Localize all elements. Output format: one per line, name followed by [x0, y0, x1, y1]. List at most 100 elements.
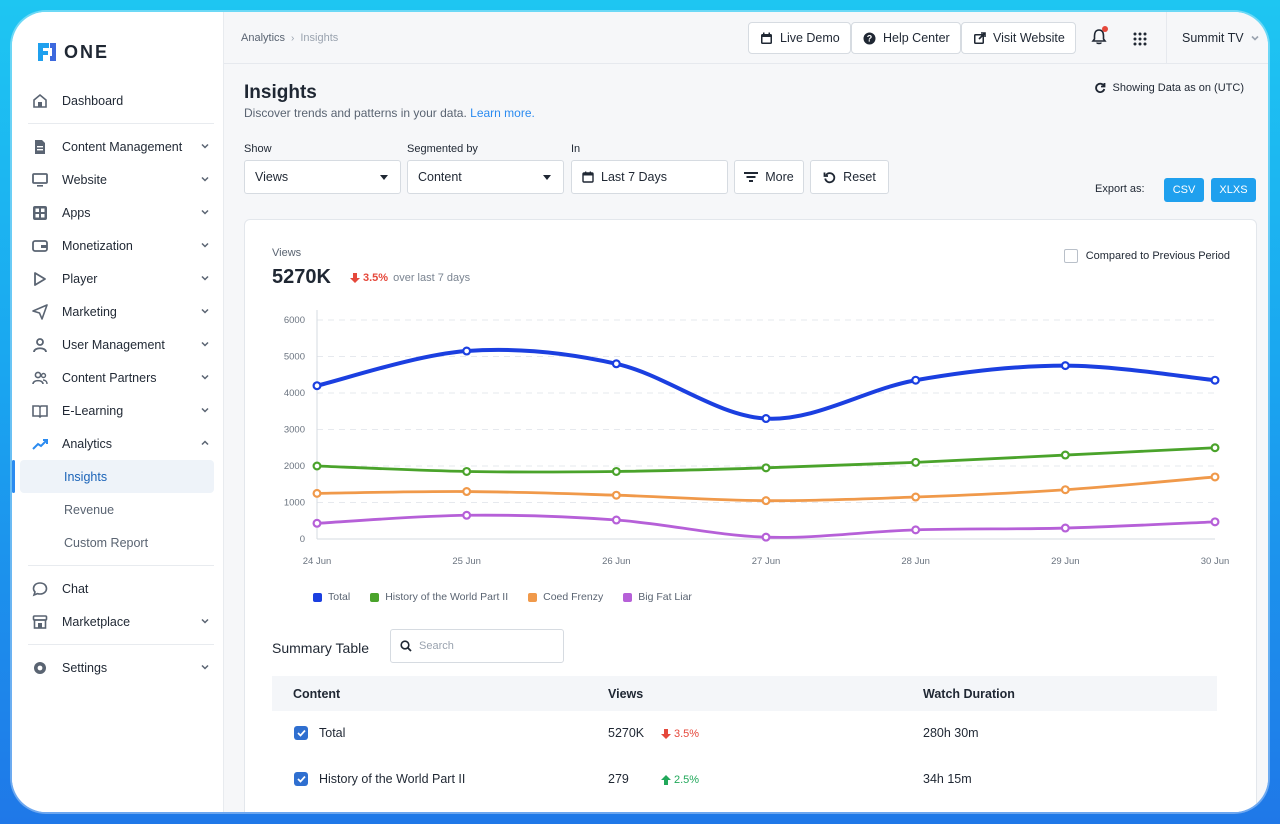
data-point-big-fat-liar [1060, 523, 1070, 533]
sidebar-item-content-partners[interactable]: Content Partners [12, 361, 224, 394]
sidebar-item-marketplace[interactable]: Marketplace [12, 605, 224, 638]
visit-website-button[interactable]: Visit Website [961, 22, 1076, 54]
chevron-down-icon [201, 374, 209, 380]
sidebar-item-label: Player [62, 271, 98, 286]
caret-down-icon [543, 175, 551, 180]
users-icon [32, 370, 48, 386]
row-change-value: 3.5% [674, 728, 700, 740]
apps-launcher-icon[interactable] [1133, 32, 1147, 46]
summary-search-input[interactable] [419, 640, 559, 652]
sidebar-item-website[interactable]: Website [12, 163, 224, 196]
sidebar-subitem-insights[interactable]: Insights [12, 460, 214, 493]
sidebar-item-analytics[interactable]: Analytics [12, 427, 224, 460]
legend-item[interactable]: History of the World Part II [370, 591, 508, 603]
table-row[interactable]: Total 5270K 3.5% 280h 30m [272, 711, 1217, 757]
sidebar-subitem-label: Revenue [64, 502, 115, 517]
store-icon [32, 614, 48, 630]
table-row[interactable]: History of the World Part II 279 2.5% 34h 1… [272, 757, 1217, 803]
x-tick-label: 27 Jun [752, 556, 781, 567]
legend-swatch [623, 592, 633, 602]
sidebar-divider [28, 565, 214, 566]
reset-button[interactable]: Reset [810, 160, 889, 194]
sidebar-item-apps[interactable]: Apps [12, 196, 224, 229]
compare-checkbox[interactable] [1063, 249, 1078, 263]
data-point-big-fat-liar [1210, 517, 1220, 527]
external-link-icon [972, 31, 986, 45]
sidebar-item-e-learning[interactable]: E-Learning [12, 394, 224, 427]
arrow-down-icon [661, 729, 671, 739]
x-tick-label: 25 Jun [452, 556, 481, 567]
sidebar-item-marketing[interactable]: Marketing [12, 295, 224, 328]
data-point-coed-frenzy [761, 496, 771, 506]
caret-down-icon [380, 175, 388, 180]
row-checkbox[interactable] [294, 726, 308, 740]
chevron-down-icon [201, 664, 209, 670]
check-icon [296, 729, 306, 737]
more-filters-button[interactable]: More [734, 160, 804, 194]
x-tick-label: 29 Jun [1051, 556, 1080, 567]
sidebar-item-dashboard[interactable]: Dashboard [12, 84, 224, 117]
brand-mark-icon [38, 43, 56, 61]
wallet-icon [32, 238, 48, 254]
sidebar-item-user-management[interactable]: User Management [12, 328, 224, 361]
filter-icon [744, 172, 759, 182]
help-icon: ? [862, 31, 876, 45]
summary-search [390, 629, 564, 663]
sidebar-item-label: Settings [62, 660, 108, 675]
chevron-down-icon [201, 242, 209, 248]
sidebar-item-label: E-Learning [62, 403, 124, 418]
legend-item[interactable]: Total [313, 591, 350, 603]
summary-table-title: Summary Table [272, 640, 370, 656]
sidebar-item-player[interactable]: Player [12, 262, 224, 295]
chevron-down-icon [201, 618, 209, 624]
active-indicator [12, 460, 15, 493]
compare-previous-period[interactable]: Compared to Previous Period [1063, 249, 1230, 263]
export-csv-button[interactable]: CSV [1164, 178, 1204, 202]
breadcrumb-insights: Insights [300, 32, 339, 44]
data-point-history-of-the-world-part-ii [462, 466, 472, 476]
column-header-views[interactable]: Views [608, 687, 644, 701]
column-header-watch-duration[interactable]: Watch Duration [923, 687, 1015, 701]
refresh-icon[interactable] [1094, 82, 1106, 94]
sidebar-item-settings[interactable]: Settings [12, 651, 224, 684]
x-tick-label: 26 Jun [602, 556, 631, 567]
table-row[interactable]: Coed Frenzy2011.5%28h 40m [272, 803, 1217, 812]
metric-label: Views [272, 247, 302, 259]
row-checkbox[interactable] [294, 772, 308, 786]
sidebar-subitem-custom-report[interactable]: Custom Report [12, 526, 224, 559]
sidebar-subitem-revenue[interactable]: Revenue [12, 493, 224, 526]
data-point-coed-frenzy [1060, 485, 1070, 495]
page-title: Insights [244, 82, 317, 103]
chevron-down-icon [201, 143, 209, 149]
data-point-total [1210, 375, 1220, 385]
x-tick-label: 24 Jun [303, 556, 332, 567]
account-switcher[interactable]: Summit TV [1182, 31, 1260, 45]
segmented-by-select[interactable]: Content [407, 160, 564, 194]
date-range-select[interactable]: Last 7 Days [571, 160, 728, 194]
sidebar-item-chat[interactable]: Chat [12, 572, 224, 605]
brand-logo[interactable]: ONE [36, 40, 109, 64]
gear-icon [32, 660, 48, 676]
column-header-content[interactable]: Content [293, 687, 341, 701]
help-center-button[interactable]: ? Help Center [851, 22, 961, 54]
data-point-coed-frenzy [1210, 472, 1220, 482]
sidebar: ONE Dashboard Content Management Website Ap… [12, 12, 224, 812]
legend-item[interactable]: Coed Frenzy [528, 591, 603, 603]
learn-more-link[interactable]: Learn more. [470, 106, 535, 120]
export-xlxs-button[interactable]: XLXS [1211, 178, 1256, 202]
data-point-total [462, 346, 472, 356]
sidebar-item-label: Apps [62, 205, 91, 220]
sidebar-item-label: Marketing [62, 304, 117, 319]
y-tick-label: 2000 [284, 461, 305, 472]
live-demo-button[interactable]: Live Demo [748, 22, 851, 54]
show-select[interactable]: Views [244, 160, 401, 194]
visit-website-label: Visit Website [993, 31, 1065, 45]
sidebar-item-label: Monetization [62, 238, 133, 253]
sidebar-item-content-management[interactable]: Content Management [12, 130, 224, 163]
legend-item[interactable]: Big Fat Liar [623, 591, 692, 603]
legend-label: Big Fat Liar [638, 591, 692, 603]
showing-data-text: Showing Data as on (UTC) [1112, 82, 1244, 94]
row-content-name: History of the World Part II [319, 772, 466, 786]
sidebar-item-monetization[interactable]: Monetization [12, 229, 224, 262]
breadcrumb-analytics[interactable]: Analytics [241, 32, 286, 44]
